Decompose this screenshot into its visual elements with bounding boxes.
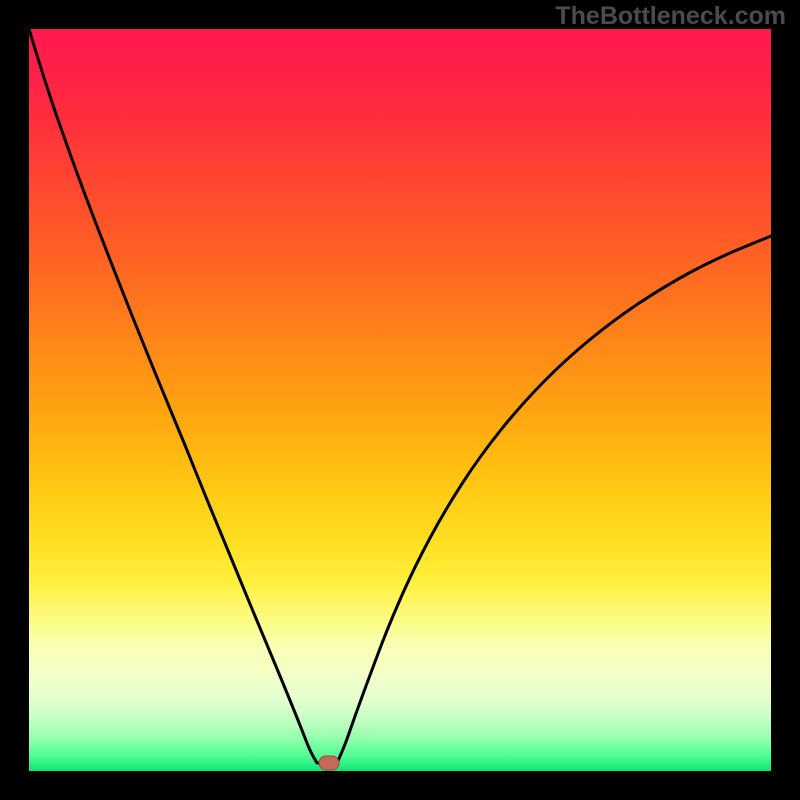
plot-background <box>29 29 771 771</box>
chart-wrapper: TheBottleneck.com <box>0 0 800 800</box>
bottleneck-chart <box>0 0 800 800</box>
optimum-marker <box>319 756 339 770</box>
